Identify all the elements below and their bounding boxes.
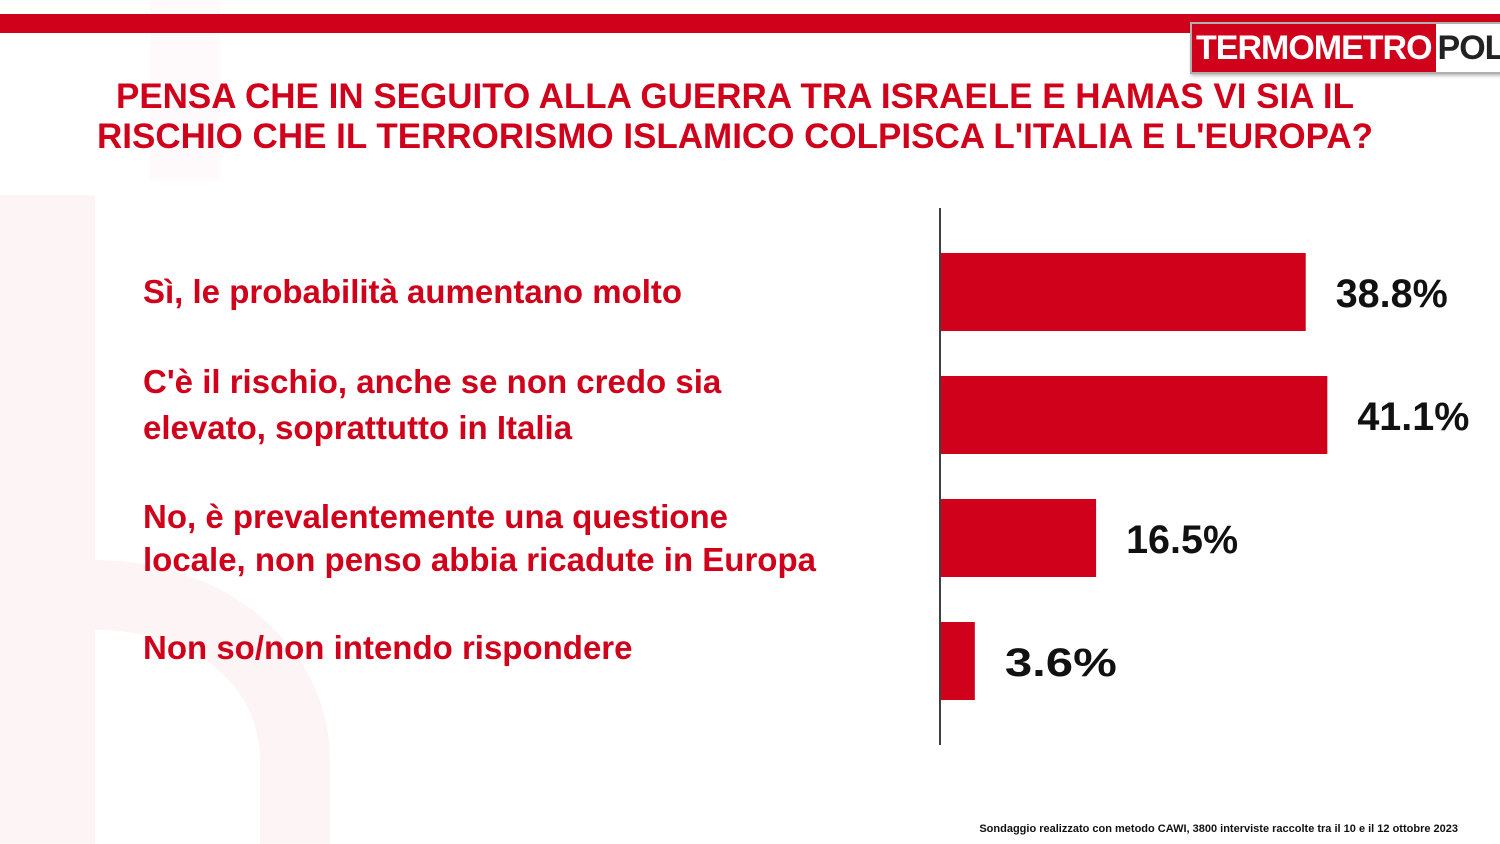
bar-4 [941,622,975,700]
value-label-2: 41.1% [1357,395,1469,439]
value-label-3: 16.5% [1126,518,1238,562]
top-red-band [0,14,1500,33]
bar-1 [941,253,1306,331]
logo-part-white: POLITICO [1437,29,1500,67]
value-label-1: 38.8% [1336,272,1448,316]
category-label-2-line-2: elevato, soprattutto in Italia [143,409,573,446]
category-label-1: Sì, le probabilità aumentano molto [143,273,683,310]
value-label-4: 3.6% [1005,641,1117,685]
category-label-2-line-1: C'è il rischio, anche se non credo sia [143,363,722,400]
category-label-3-line-1: No, è prevalentemente una questione [143,498,728,535]
category-label-3-line-2: locale, non penso abbia ricadute in Euro… [143,541,816,578]
logo-part-red: TERMOMETRO [1192,24,1436,72]
survey-footnote: Sondaggio realizzato con metodo CAWI, 38… [979,823,1458,835]
bar-2 [941,376,1328,454]
category-label-4: Non so/non intendo rispondere [143,629,633,666]
bar-3 [941,499,1097,577]
chart-title-line-2: RISCHIO CHE IL TERRORISMO ISLAMICO COLPI… [96,117,1373,156]
chart-title-line-1: PENSA CHE IN SEGUITO ALLA GUERRA TRA ISR… [115,77,1355,116]
termometro-politico-logo: TERMOMETRO POLITICO [1190,22,1500,74]
